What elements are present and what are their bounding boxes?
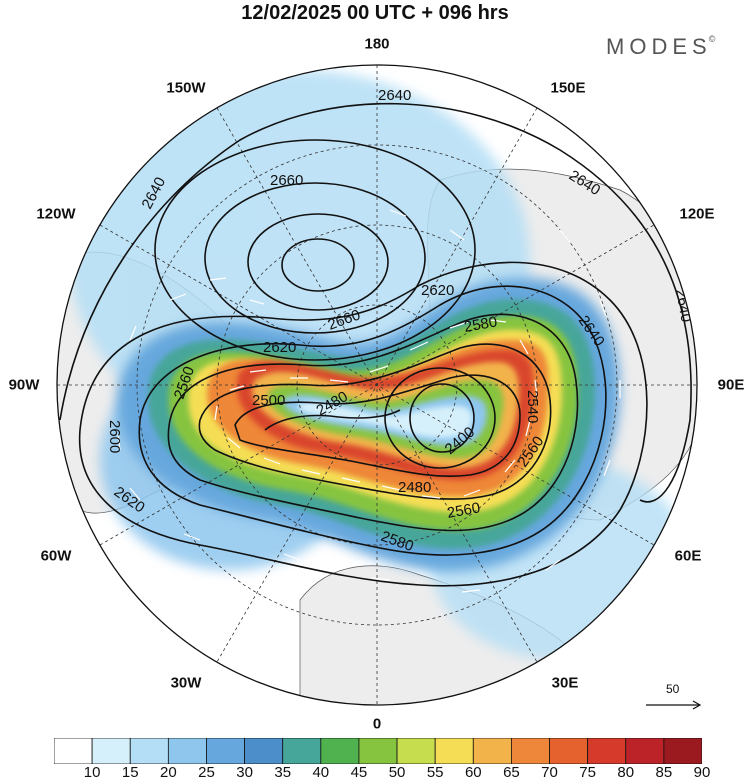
contour-label: 2600 (106, 420, 123, 453)
contour-label: 2640 (378, 87, 411, 104)
height-contours (59, 102, 692, 587)
map-boundary (56, 64, 698, 706)
colorbar-tick-label: 90 (693, 764, 711, 781)
colorbar-swatch (129, 738, 169, 764)
colorbar-swatch (663, 738, 702, 764)
colorbar-tick-label: 60 (464, 764, 482, 781)
colorbar-swatch (625, 738, 665, 764)
colorbar-tick-label: 30 (236, 764, 253, 781)
lon-label-150w: 150W (166, 79, 206, 97)
colorbar-tick-label: 25 (198, 764, 215, 781)
wind-vectors (117, 209, 621, 593)
graticule (57, 65, 697, 705)
colorbar-swatch (511, 738, 550, 764)
colorbar-tick-label: 80 (617, 764, 635, 781)
wind-scale-arrow-icon (646, 700, 702, 710)
colorbar-swatch (54, 738, 93, 764)
contour-label: 2500 (252, 392, 285, 409)
lon-label-150e: 150E (550, 79, 586, 97)
contour-label: 2580 (463, 313, 499, 336)
lon-label-90e: 90E (717, 376, 745, 394)
lon-label-90w: 90W (8, 376, 40, 394)
contour-label: 2540 (524, 390, 541, 423)
colorbar-tick-label: 65 (503, 764, 520, 781)
lon-label-30w: 30W (170, 674, 202, 692)
colorbar-tick-label: 10 (83, 764, 101, 781)
colorbar-tick-label: 70 (541, 764, 558, 781)
copyright-mark: © (708, 34, 716, 44)
colorbar-tick-label: 20 (160, 764, 177, 781)
colorbar-tick-label: 50 (388, 764, 406, 781)
lon-label-120w: 120W (36, 205, 76, 223)
colorbar-swatch (434, 738, 474, 764)
forecast-title: 12/02/2025 00 UTC + 096 hrs (241, 2, 509, 24)
wind-scale-label: 50 (666, 682, 680, 696)
colorbar-tick-label: 75 (579, 764, 596, 781)
colorbar-swatch (549, 738, 589, 764)
lon-label-60e: 60E (674, 547, 702, 565)
colorbar-swatch (472, 738, 512, 764)
contour-label: 2560 (446, 499, 482, 522)
contour-label: 2660 (270, 172, 303, 189)
colorbar-tick-label: 85 (655, 764, 673, 781)
lon-label-60w: 60W (40, 547, 72, 565)
lon-label-180: 180 (364, 35, 390, 53)
colorbar-tick-label: 40 (312, 764, 330, 781)
lon-label-120e: 120E (679, 205, 715, 223)
colorbar-swatch (320, 738, 360, 764)
colorbar-tick-label: 35 (274, 764, 292, 781)
colorbar-swatch (167, 738, 207, 764)
colorbar-swatch (282, 738, 322, 764)
brand-logo: MODES© (606, 34, 715, 60)
lon-label-30e: 30E (551, 674, 579, 692)
colorbar-tick-label: 45 (350, 764, 368, 781)
lon-label-0: 0 (372, 715, 382, 733)
contour-label: 2620 (421, 282, 454, 299)
colorbar-swatch (587, 738, 627, 764)
colorbar (54, 738, 702, 764)
colorbar-swatch (91, 738, 131, 764)
brand-name: MODES (606, 34, 712, 59)
colorbar-tick-label: 15 (121, 764, 139, 781)
colorbar-tick-label: 55 (426, 764, 444, 781)
colorbar-swatch (358, 738, 398, 764)
contour-label: 2480 (398, 479, 431, 496)
contour-label: 2620 (263, 339, 296, 356)
colorbar-swatch (244, 738, 284, 764)
colorbar-swatch (396, 738, 436, 764)
colorbar-swatch (206, 738, 245, 764)
